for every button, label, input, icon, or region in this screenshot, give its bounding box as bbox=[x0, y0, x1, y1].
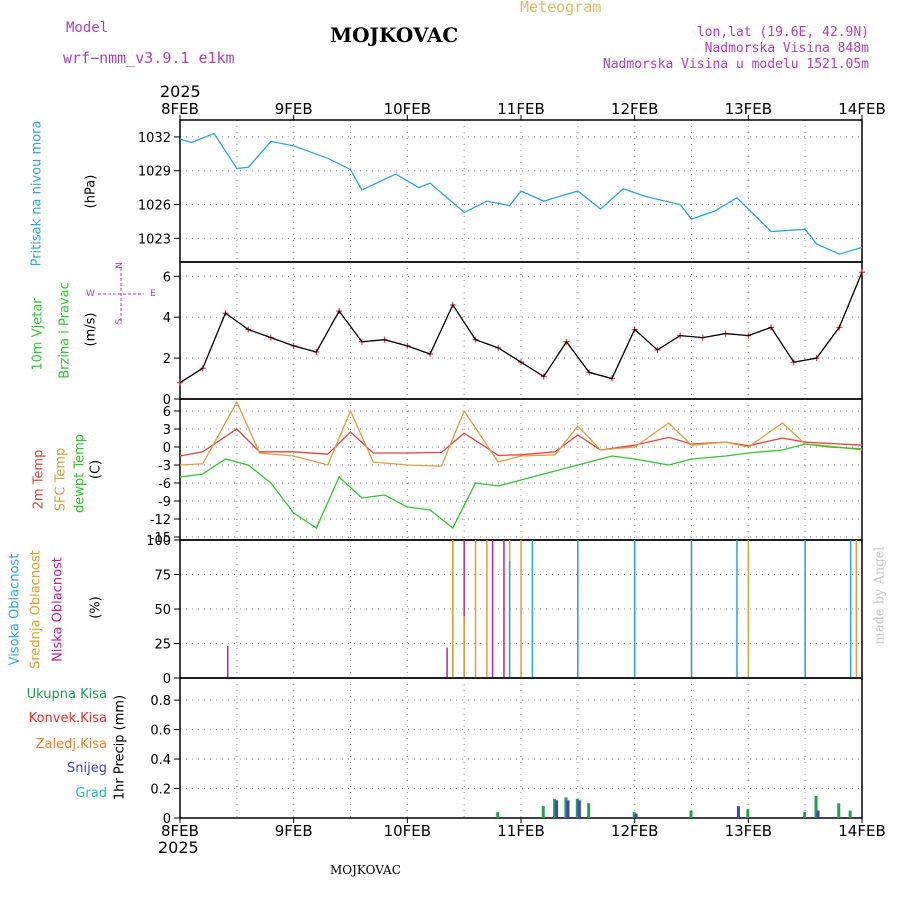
x-tick-label: 9FEB bbox=[275, 100, 313, 118]
y-tick-label: -3 bbox=[158, 459, 171, 474]
y-tick-label: 0 bbox=[163, 812, 171, 827]
location-title: MOJKOVAC bbox=[330, 23, 459, 47]
precip-bar bbox=[689, 810, 693, 818]
y-tick-label: 0.8 bbox=[150, 694, 171, 709]
precip-bar bbox=[575, 798, 579, 818]
precip-bar bbox=[541, 806, 545, 818]
lonlat-text: lon,lat (19.6E, 42.9N) bbox=[696, 25, 869, 40]
temp-line-0 bbox=[179, 428, 863, 457]
precip-bar bbox=[814, 795, 818, 818]
temp-line-1 bbox=[179, 400, 863, 467]
model-label: Model bbox=[66, 20, 109, 36]
y-tick-label: -12 bbox=[150, 513, 171, 528]
wind-panel: 0 2 4 6 bbox=[163, 261, 865, 408]
altitude-text: Nadmorska Visina 848m bbox=[704, 41, 869, 56]
x-tick-label: 14FEB bbox=[838, 100, 885, 118]
y-tick-label: 2 bbox=[163, 352, 171, 367]
temp-line-2 bbox=[179, 443, 863, 530]
model-name: wrf−nmm_v3.9.1 e1km bbox=[63, 49, 235, 67]
precip-bar bbox=[736, 806, 740, 818]
precip-bar bbox=[577, 800, 581, 818]
y-tick-label: -15 bbox=[150, 531, 171, 546]
y-tick-label: 0 bbox=[163, 672, 171, 687]
y-tick-label: 75 bbox=[154, 569, 171, 584]
pressure-panel: 1023 1026 1029 1032 bbox=[138, 119, 863, 263]
x-tick-label: 10FEB bbox=[384, 100, 431, 118]
y-tick-label: 3 bbox=[163, 423, 171, 438]
precip-bar bbox=[566, 800, 570, 818]
precip-bar bbox=[848, 810, 852, 818]
y-tick-label: 100 bbox=[146, 534, 171, 549]
x-tick-label: 13FEB bbox=[725, 822, 772, 840]
panel-frame bbox=[179, 677, 863, 819]
y-tick-label: 1032 bbox=[138, 131, 171, 146]
y-tick-label: 0 bbox=[163, 393, 171, 408]
model-altitude-text: Nadmorska Visina u modelu 1521.05m bbox=[602, 57, 869, 72]
precip-bar bbox=[564, 797, 568, 818]
precip-bar bbox=[555, 800, 559, 818]
pressure-line bbox=[179, 132, 863, 255]
y-tick-label: 0.6 bbox=[150, 724, 171, 739]
precip-legend-snow: Snijeg bbox=[67, 761, 107, 776]
precip-legend-conv: Konvek.Kisa bbox=[28, 711, 107, 726]
y-tick-label: -6 bbox=[158, 477, 171, 492]
x-axis: 8FEB 8FEB 9FEB 9FEB 10FEB 10FEB 11FEB 11FEB 12FE… bbox=[161, 100, 886, 840]
temperature-panel: -15 -12 -9 -6 -3 0 3 6 bbox=[150, 398, 863, 546]
y-tick-label: 50 bbox=[154, 603, 171, 618]
y-tick-label: 0.4 bbox=[150, 753, 171, 768]
precip-bar bbox=[632, 812, 636, 818]
precip-legend-total: Ukupna Kisa bbox=[26, 687, 107, 702]
precip-panel: 0 0.2 0.4 0.6 0.8 bbox=[150, 677, 863, 827]
precip-legend-hail: Grad bbox=[75, 786, 107, 801]
y-tick-label: 25 bbox=[154, 638, 171, 653]
precip-bar bbox=[553, 798, 557, 818]
y-tick-label: 0 bbox=[163, 441, 171, 456]
y-tick-label: -9 bbox=[158, 495, 171, 510]
x-tick-label: 14FEB bbox=[838, 822, 885, 840]
y-tick-label: 4 bbox=[163, 311, 171, 326]
x-tick-label: 11FEB bbox=[497, 100, 544, 118]
x-tick-label: 13FEB bbox=[725, 100, 772, 118]
precip-legend-frz: Zaledj.Kisa bbox=[35, 737, 107, 752]
precip-bar bbox=[496, 812, 500, 818]
y-tick-label: 1026 bbox=[138, 199, 171, 214]
precip-bar bbox=[587, 803, 591, 818]
x-tick-label: 11FEB bbox=[497, 822, 544, 840]
y-tick-label: 6 bbox=[163, 270, 171, 285]
cloud-panel: 0 25 50 75 100 bbox=[146, 534, 863, 687]
x-tick-label: 12FEB bbox=[611, 822, 658, 840]
compass-rose: N S E W bbox=[84, 262, 156, 326]
compass-e: E bbox=[150, 289, 156, 299]
year-top: 2025 bbox=[160, 82, 201, 101]
product-title: Meteogram bbox=[520, 0, 602, 16]
y-tick-label: 6 bbox=[163, 405, 171, 420]
x-tick-label: 12FEB bbox=[611, 100, 658, 118]
x-tick-label: 10FEB bbox=[384, 822, 431, 840]
precip-bar bbox=[837, 803, 841, 818]
precip-bar bbox=[803, 812, 807, 818]
wind-speed-line bbox=[179, 271, 863, 384]
footer-location: MOJKOVAC bbox=[330, 863, 401, 877]
year-bottom: 2025 bbox=[158, 838, 199, 857]
precip-bar bbox=[634, 813, 638, 818]
y-tick-label: 1023 bbox=[138, 232, 171, 247]
y-tick-label: 0.2 bbox=[150, 783, 171, 798]
panel-frame bbox=[179, 261, 863, 400]
compass-w: W bbox=[86, 289, 95, 299]
precip-bar bbox=[746, 809, 750, 818]
x-tick-label: 8FEB bbox=[161, 100, 199, 118]
x-tick-label: 8FEB bbox=[161, 822, 199, 840]
precip-bar bbox=[816, 810, 820, 818]
y-tick-label: 1029 bbox=[138, 165, 171, 180]
x-tick-label: 9FEB bbox=[275, 822, 313, 840]
